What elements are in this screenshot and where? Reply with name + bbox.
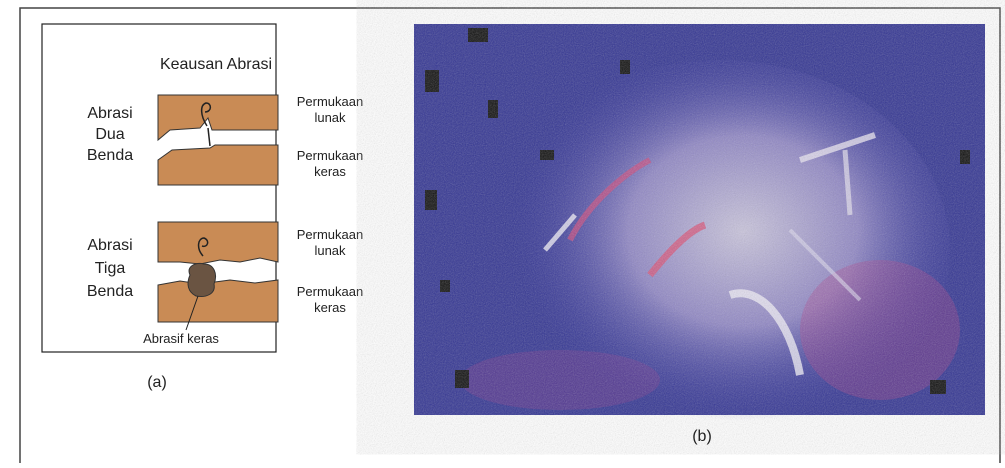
micrograph [414, 24, 985, 440]
figure: Keausan Abrasi Abrasi Dua Benda Permukaa… [0, 0, 1005, 463]
label: Benda [87, 147, 133, 164]
label: Tiga [95, 260, 126, 277]
label: keras [314, 164, 346, 179]
panel-a-title: Keausan Abrasi [160, 56, 272, 73]
label: Permukaan [297, 284, 363, 299]
label: lunak [314, 243, 346, 258]
label: Permukaan [297, 227, 363, 242]
label: Abrasif keras [143, 331, 219, 346]
label: Permukaan [297, 148, 363, 163]
label: Abrasi [87, 105, 132, 122]
label: Dua [95, 126, 124, 143]
caption: (a) [147, 374, 167, 391]
label: keras [314, 300, 346, 315]
label: Permukaan [297, 94, 363, 109]
label: Abrasi [87, 237, 132, 254]
label: lunak [314, 110, 346, 125]
label: Benda [87, 283, 133, 300]
caption: (b) [692, 428, 712, 445]
